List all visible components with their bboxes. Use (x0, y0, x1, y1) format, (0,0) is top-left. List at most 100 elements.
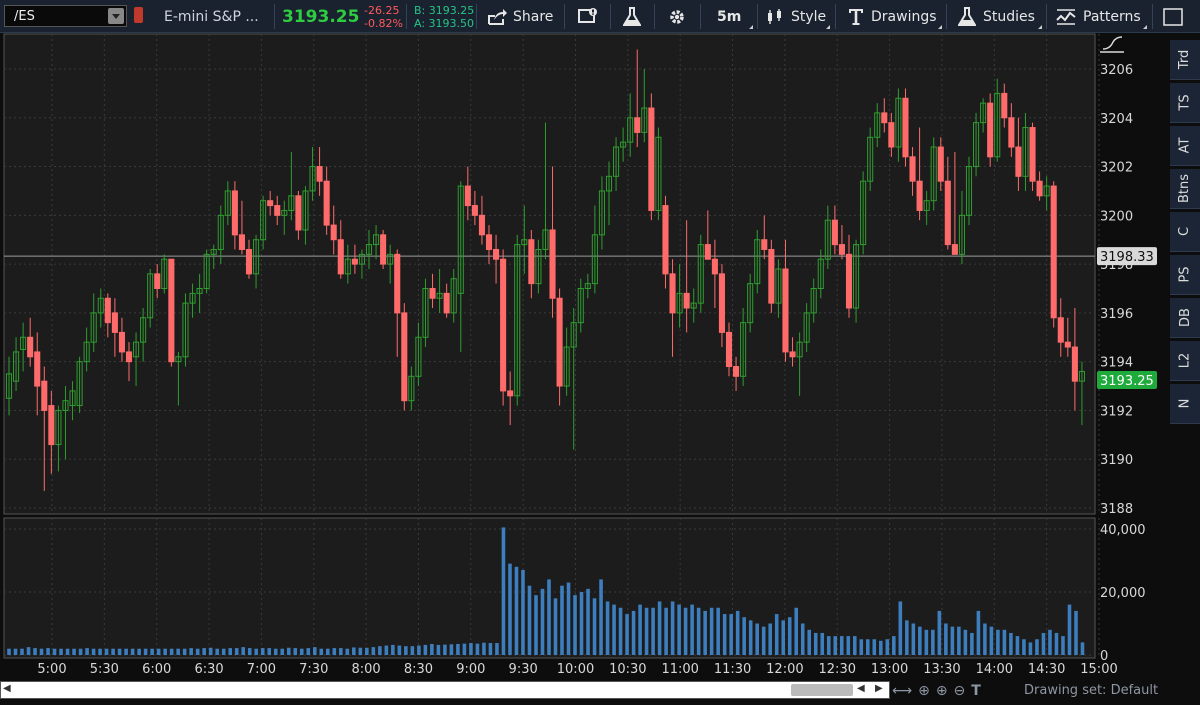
side-tab-l2[interactable]: L2 (1170, 341, 1200, 381)
candle (902, 88, 909, 167)
candle-body (365, 244, 373, 255)
volume-bar (65, 648, 70, 655)
candle (775, 259, 782, 318)
candle (288, 151, 295, 221)
scroll-forward-icon[interactable]: ▶ (875, 683, 883, 694)
drawings-button[interactable]: Drawings (848, 0, 937, 33)
symbol-description: E-mini S&P ... (164, 8, 259, 25)
candle (845, 234, 853, 318)
auto-scale-icon[interactable] (1100, 36, 1124, 53)
candle-body (697, 244, 704, 304)
candle (754, 229, 761, 294)
volume-bar (33, 648, 37, 655)
candle-body (203, 253, 210, 290)
candle-body (634, 117, 641, 133)
volume-bar (495, 643, 499, 655)
zoom-in-icon[interactable]: ⊕ (935, 683, 948, 699)
style-button[interactable]: Style (766, 0, 826, 33)
pan-icon[interactable]: ⟷ (892, 683, 913, 699)
gear-icon (670, 9, 684, 24)
volume-bar (365, 647, 369, 655)
candle-body (1050, 185, 1057, 319)
candle (168, 258, 175, 367)
candle-body (655, 136, 662, 211)
candle-body (1008, 117, 1015, 148)
candle-body (253, 239, 260, 275)
side-tab-c[interactable]: C (1170, 212, 1200, 252)
volume-bar (404, 646, 408, 655)
side-tab-trd[interactable]: Trd (1170, 40, 1200, 80)
notes-button[interactable] (578, 0, 598, 33)
volume-bar (176, 648, 180, 655)
volume-bar (72, 648, 76, 655)
candle-body (761, 239, 768, 250)
zoom-out-icon[interactable]: ⊖ (953, 683, 966, 699)
settings-button[interactable] (668, 0, 686, 33)
studies-label: Studies (983, 8, 1035, 25)
candle (598, 176, 605, 250)
candle (457, 181, 464, 352)
drawing-set-label[interactable]: Drawing set: Default (1024, 683, 1159, 698)
horizontal-scrollbar[interactable]: ◀ ◀ ▶ (0, 681, 890, 699)
candle (48, 390, 55, 474)
candle-body (1015, 146, 1022, 177)
side-tab-ts[interactable]: TS (1170, 83, 1200, 123)
overflow-button[interactable] (1162, 0, 1184, 33)
candle-body (768, 248, 775, 304)
volume-bar (417, 645, 421, 655)
scroll-thumb[interactable] (791, 684, 853, 696)
side-tab-ps[interactable]: PS (1170, 255, 1200, 295)
volume-bar (1080, 642, 1085, 655)
volume-bar (976, 610, 981, 655)
link-color-icon[interactable] (134, 7, 143, 23)
candle-body (676, 292, 683, 314)
candle-body (1022, 127, 1029, 177)
share-button[interactable]: Share (487, 0, 553, 33)
side-tab-n[interactable]: N (1170, 384, 1200, 424)
volume-bar (52, 648, 57, 655)
side-tab-at[interactable]: AT (1170, 126, 1200, 166)
time-axis-label: 6:00 (142, 662, 171, 677)
volume-bar (326, 648, 330, 655)
candle-body (902, 97, 909, 158)
side-tab-db[interactable]: DB (1170, 298, 1200, 338)
price-chart[interactable]: 3206320432023200319831963194319231903188… (0, 0, 1170, 680)
candle-body (41, 380, 48, 411)
candle-body (48, 405, 55, 446)
candle-body (916, 180, 923, 211)
svg-text:3198.33: 3198.33 (1100, 250, 1154, 265)
candle-body (994, 92, 1001, 158)
volume-bar (729, 614, 733, 655)
volume-bar (514, 566, 519, 655)
crosshair-icon[interactable]: ⊕ (918, 683, 930, 699)
candle (888, 112, 895, 157)
volume-bar (189, 648, 193, 655)
candle-body (782, 268, 789, 353)
candle (478, 195, 485, 245)
candle-body (401, 312, 408, 402)
patterns-button[interactable]: Patterns (1056, 0, 1141, 33)
candle (253, 234, 260, 289)
side-tab-btns[interactable]: Btns (1170, 169, 1200, 209)
studies-button[interactable]: Studies (958, 0, 1035, 33)
flask-button[interactable] (623, 0, 641, 33)
candle (789, 337, 796, 367)
candle-body (683, 292, 690, 309)
candle (514, 234, 521, 406)
volume-bar (208, 647, 213, 655)
volume-bar (98, 648, 102, 655)
volume-bar (352, 647, 356, 655)
volume-bar (280, 648, 285, 655)
volume-bar (885, 639, 890, 655)
scroll-left-icon[interactable]: ◀ (3, 683, 11, 694)
scroll-back-icon[interactable]: ◀ (857, 683, 865, 694)
volume-bar (430, 643, 434, 655)
candle (937, 137, 944, 191)
timeframe-button[interactable]: 5m (717, 8, 742, 25)
patterns-icon (1056, 8, 1076, 25)
candle-body (1057, 317, 1064, 343)
text-icon[interactable]: T (971, 683, 981, 699)
symbol-dropdown-button[interactable] (108, 8, 124, 24)
volume-bar (1048, 629, 1052, 655)
symbol-input[interactable]: /ES (4, 5, 127, 27)
